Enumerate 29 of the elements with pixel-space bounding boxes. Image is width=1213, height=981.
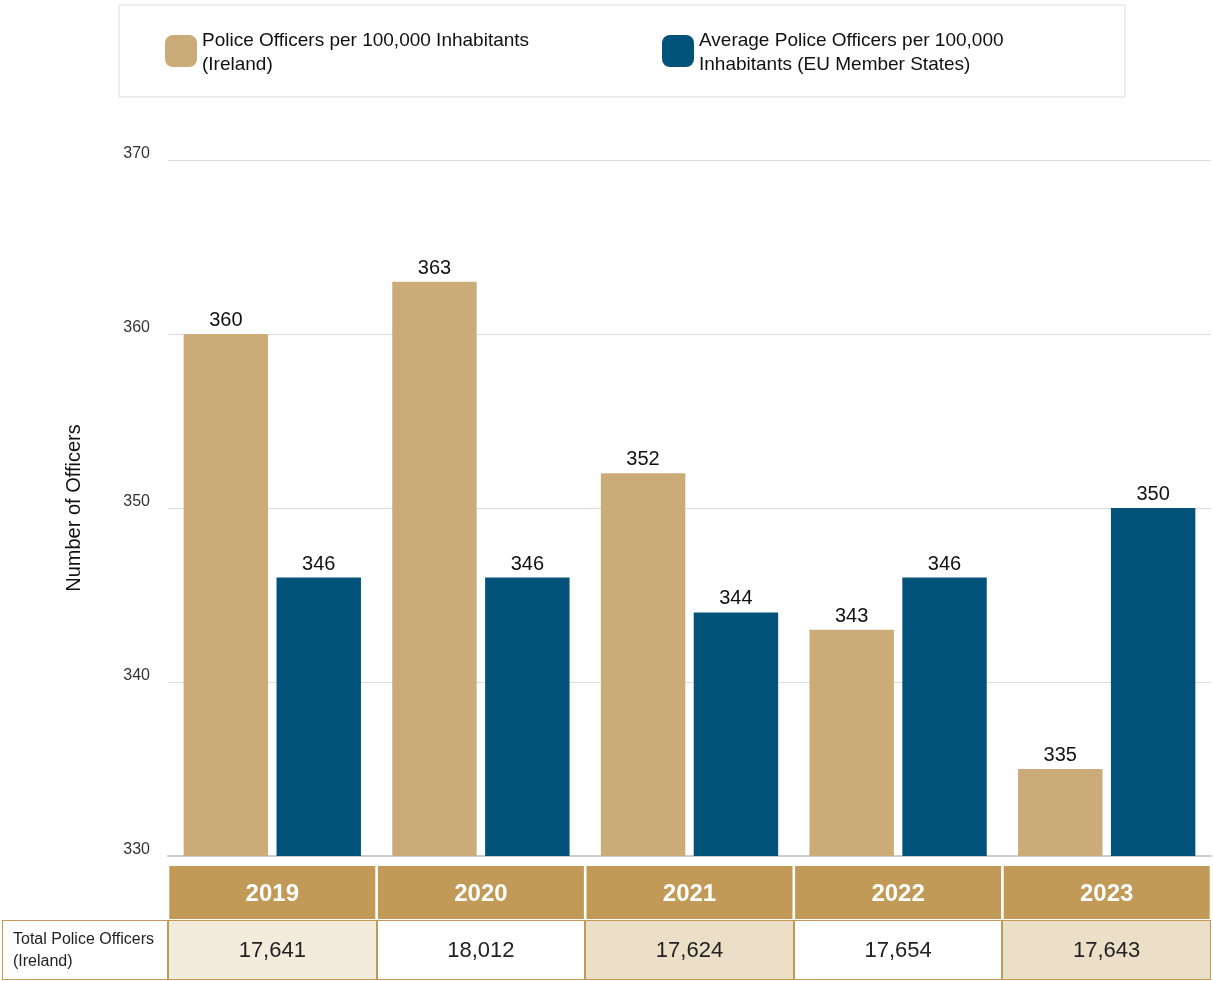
x-tick-label: 2023: [1080, 879, 1134, 906]
y-tick-label: 370: [123, 143, 151, 161]
text: 17,654: [793, 920, 1003, 980]
y-tick-label: 360: [123, 317, 151, 335]
y-tick-label: 340: [123, 665, 151, 683]
legend-label: Police Officers per 100,000 Inhabitants (Ireland): [202, 28, 535, 74]
text: 17,624: [585, 920, 794, 980]
x-tick-label: 2021: [662, 879, 717, 906]
data-label: 352: [626, 447, 660, 470]
data-label: 360: [209, 308, 243, 330]
x-tick-label: 2020: [454, 879, 508, 906]
data-label: 350: [1136, 482, 1170, 504]
text: 17,643: [1002, 920, 1211, 980]
y-axis-title: Number of Officers: [62, 424, 84, 592]
data-label: 335: [1043, 743, 1077, 765]
text: 17,641: [168, 920, 377, 980]
y-tick-label: 330: [123, 839, 151, 857]
data-label: 363: [417, 255, 452, 278]
x-tick-label: 2022: [871, 879, 925, 906]
y-tick-label: 350: [123, 491, 151, 509]
text: Total Police Officers (Ireland): [2, 920, 168, 980]
data-label: 343: [834, 603, 869, 626]
data-label: 346: [302, 551, 336, 574]
legend-label: Average Police Officers per 100,000 Inhabitants (EU Member States): [699, 28, 1009, 74]
x-tick-label: 2019: [245, 879, 299, 906]
data-label: 346: [510, 551, 545, 574]
data-label: 344: [719, 586, 753, 609]
text: 18,012: [376, 920, 586, 980]
data-label: 346: [927, 551, 962, 574]
